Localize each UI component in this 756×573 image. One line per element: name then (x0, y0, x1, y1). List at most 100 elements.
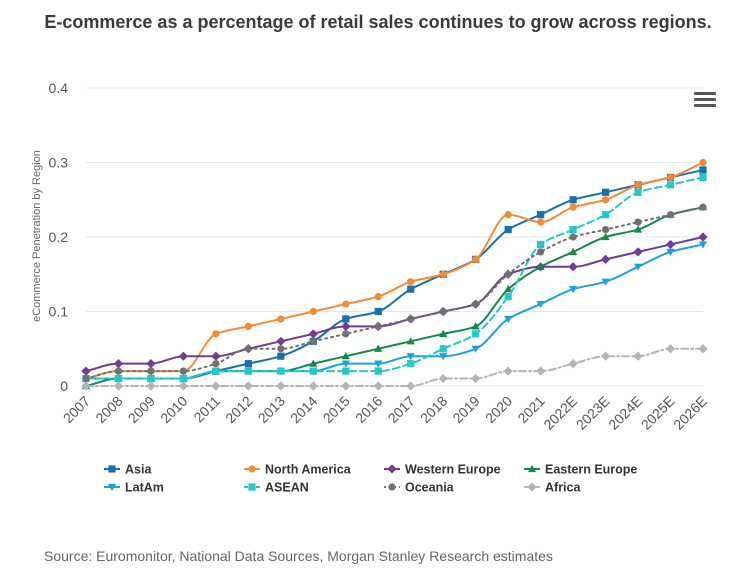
data-point-latam (341, 360, 350, 368)
legend-item-north-america[interactable]: North America (244, 463, 352, 477)
data-point-north-america (374, 293, 382, 301)
legend-item-asean[interactable]: ASEAN (244, 481, 309, 495)
x-tick-label: 2014 (287, 393, 320, 426)
series-line-western-europe (85, 236, 704, 373)
x-tick-label: 2026E (670, 393, 710, 433)
legend-marker (388, 483, 396, 491)
series-line-asean (85, 176, 704, 380)
data-point-north-america (439, 270, 447, 278)
data-point-africa (406, 381, 416, 391)
data-point-western-europe (600, 254, 611, 264)
x-axis-ticks: 2007 2008 2009 2010 2011 2012 2013 2014 2015 2016… (60, 393, 710, 433)
data-point-asean (342, 367, 350, 375)
legend-item-western-europe[interactable]: Western Europe (384, 463, 501, 477)
legend-marker (107, 483, 117, 492)
legend-item-asia[interactable]: Asia (104, 463, 152, 477)
data-point-asean (179, 374, 188, 383)
data-point-asia (569, 196, 577, 204)
data-point-western-europe (308, 329, 318, 339)
data-point-asean (439, 345, 447, 353)
data-point-eastern-europe (633, 225, 643, 233)
data-point-oceania (504, 270, 512, 278)
data-point-africa (211, 381, 221, 391)
x-tick-label: 2015 (320, 393, 353, 426)
data-point-africa (438, 373, 448, 384)
series-line-africa (85, 347, 704, 387)
data-point-north-america (342, 300, 350, 308)
data-point-asia (374, 307, 382, 316)
legend-marker (527, 464, 537, 473)
data-point-africa (503, 366, 513, 376)
data-point-africa (665, 344, 676, 354)
data-point-western-europe (341, 321, 351, 331)
data-point-oceania (277, 345, 285, 353)
data-point-north-america (634, 181, 642, 189)
y-tick-label: 0.1 (49, 304, 69, 320)
y-tick-label: 0.3 (49, 155, 69, 171)
data-point-western-europe (633, 247, 643, 257)
data-point-oceania (244, 345, 252, 353)
data-point-eastern-europe (536, 262, 545, 270)
legend-label: Asia (125, 463, 152, 477)
data-point-africa (178, 381, 189, 391)
x-tick-label: 2016 (352, 393, 385, 426)
chart-title: E-commerce as a percentage of retail sal… (44, 12, 712, 32)
data-point-oceania (634, 218, 642, 226)
data-point-africa (536, 366, 546, 376)
legend-marker (387, 464, 397, 474)
data-point-oceania (309, 337, 317, 345)
data-point-asean (472, 330, 480, 338)
legend-marker (108, 465, 116, 473)
data-point-asia (277, 352, 285, 360)
data-point-asia (699, 166, 707, 174)
line-chart: 00.10.20.30.4 2007 2008 2009 2010 2011 2012 20… (31, 80, 710, 495)
y-axis-ticks: 0 0.1 0.2 0.3 0.4 (49, 80, 69, 394)
data-point-asean (569, 225, 577, 234)
data-point-north-america (666, 173, 675, 181)
data-point-western-europe (178, 351, 189, 361)
data-point-latam (536, 300, 545, 309)
data-point-africa (113, 381, 124, 391)
data-point-asia (504, 225, 512, 234)
data-point-oceania (147, 367, 155, 375)
data-point-eastern-europe (471, 322, 480, 330)
data-point-north-america (504, 211, 512, 219)
data-point-north-america (699, 158, 707, 167)
grid-lines (86, 87, 703, 387)
data-point-africa (243, 381, 253, 391)
data-point-latam (504, 315, 513, 324)
legend-item-oceania[interactable]: Oceania (384, 481, 455, 495)
data-point-africa (341, 381, 351, 391)
data-point-latam (569, 286, 578, 294)
legend-item-eastern-europe[interactable]: Eastern Europe (524, 463, 637, 477)
x-tick-label: 2022E (540, 393, 580, 433)
legend-label: LatAm (125, 481, 164, 495)
series-group (81, 158, 708, 391)
x-tick-label: 2011 (190, 393, 223, 426)
data-point-asean (537, 240, 545, 249)
data-point-latam (406, 353, 415, 361)
data-point-asean (147, 374, 155, 383)
legend-item-africa[interactable]: Africa (524, 481, 581, 495)
data-point-latam (601, 278, 610, 286)
data-point-north-america (212, 330, 220, 338)
data-point-asean (244, 367, 252, 375)
data-point-asean (114, 374, 123, 383)
legend-item-latam[interactable]: LatAm (104, 481, 164, 495)
data-point-north-america (309, 307, 317, 316)
data-point-latam (471, 345, 480, 353)
data-point-oceania (569, 233, 577, 241)
data-point-africa (308, 381, 318, 391)
legend-label: Western Europe (405, 463, 501, 477)
data-point-asean (699, 173, 707, 181)
hamburger-menu-icon (694, 92, 716, 95)
data-point-asean (374, 367, 382, 375)
data-point-latam (439, 353, 448, 361)
data-point-africa (600, 351, 611, 361)
data-point-north-america (244, 322, 252, 330)
chart-menu-button[interactable] (694, 92, 716, 110)
data-point-latam (698, 241, 708, 249)
data-point-north-america (601, 196, 610, 204)
data-point-asean (309, 367, 317, 375)
data-point-africa (81, 381, 91, 391)
